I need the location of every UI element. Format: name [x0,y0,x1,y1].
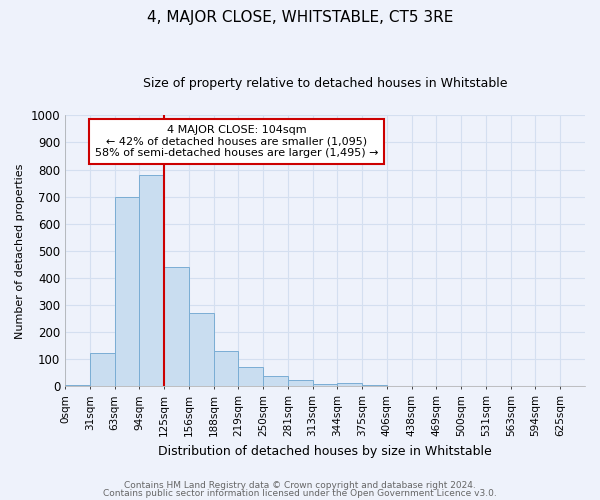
Bar [164,267,189,386]
Bar [263,376,288,386]
Bar [337,383,362,386]
Bar [288,380,313,386]
Bar [313,384,337,386]
Y-axis label: Number of detached properties: Number of detached properties [15,163,25,338]
Text: Contains HM Land Registry data © Crown copyright and database right 2024.: Contains HM Land Registry data © Crown c… [124,481,476,490]
Bar [90,352,115,386]
Bar [214,351,238,386]
Bar [139,175,164,386]
Text: Contains public sector information licensed under the Open Government Licence v3: Contains public sector information licen… [103,488,497,498]
Bar [65,385,90,386]
Bar [189,313,214,386]
Bar [362,385,387,386]
Text: 4 MAJOR CLOSE: 104sqm
← 42% of detached houses are smaller (1,095)
58% of semi-d: 4 MAJOR CLOSE: 104sqm ← 42% of detached … [95,125,379,158]
Bar [115,196,139,386]
Bar [238,368,263,386]
Text: 4, MAJOR CLOSE, WHITSTABLE, CT5 3RE: 4, MAJOR CLOSE, WHITSTABLE, CT5 3RE [147,10,453,25]
Title: Size of property relative to detached houses in Whitstable: Size of property relative to detached ho… [143,78,507,90]
X-axis label: Distribution of detached houses by size in Whitstable: Distribution of detached houses by size … [158,444,492,458]
